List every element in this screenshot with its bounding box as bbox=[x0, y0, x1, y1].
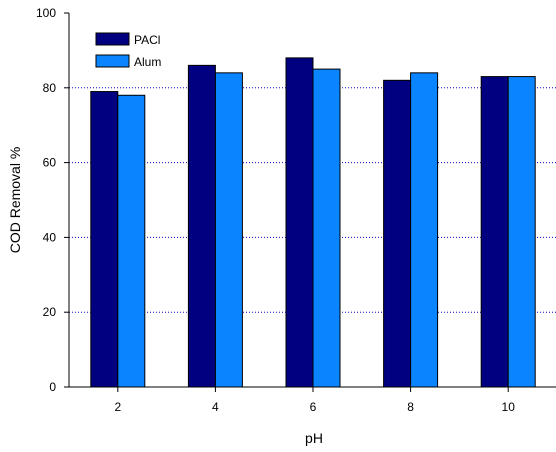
y-tick-label-40: 40 bbox=[43, 230, 57, 244]
legend-swatch-pacl bbox=[95, 32, 130, 46]
legend-swatch-alum bbox=[95, 54, 130, 68]
y-tick-label-60: 60 bbox=[43, 156, 57, 170]
bar-pacl-ph-2 bbox=[90, 91, 119, 388]
bar-alum-ph-2 bbox=[117, 94, 146, 388]
bar-alum-ph-6 bbox=[312, 68, 341, 388]
x-tick-label-10: 10 bbox=[502, 400, 516, 414]
bar-pacl-ph-10 bbox=[480, 76, 509, 388]
bar-pacl-ph-4 bbox=[187, 64, 216, 388]
bar-pacl-ph-8 bbox=[383, 79, 412, 388]
y-tick-label-20: 20 bbox=[43, 305, 57, 319]
legend: PACl Alum bbox=[95, 32, 161, 69]
y-tick-label-0: 0 bbox=[49, 380, 56, 394]
y-tick-label-100: 100 bbox=[36, 6, 56, 20]
bar-alum-ph-10 bbox=[507, 76, 536, 388]
x-tick-label-6: 6 bbox=[310, 400, 317, 414]
bar-alum-ph-4 bbox=[214, 72, 243, 388]
x-tick-label-4: 4 bbox=[212, 400, 219, 414]
y-axis-label: COD Removal % bbox=[7, 147, 23, 254]
bar-alum-ph-8 bbox=[410, 72, 439, 388]
y-tick-label-80: 80 bbox=[43, 81, 57, 95]
x-tick-label-8: 8 bbox=[407, 400, 414, 414]
legend-label-alum: Alum bbox=[134, 55, 161, 69]
bars-layer bbox=[90, 57, 536, 388]
bar-pacl-ph-6 bbox=[285, 57, 314, 388]
x-tick-label-2: 2 bbox=[114, 400, 121, 414]
x-axis-label: pH bbox=[305, 430, 323, 446]
legend-label-pacl: PACl bbox=[134, 33, 160, 47]
